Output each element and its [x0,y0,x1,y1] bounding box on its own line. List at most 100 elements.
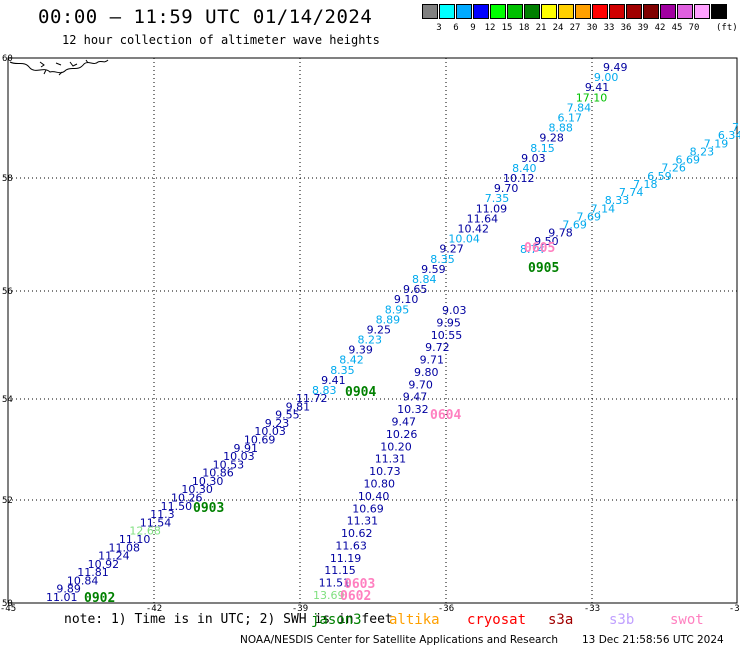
swh-value-label: 9.59 [421,263,446,276]
legend-value: 12 [484,23,496,33]
swh-value-label: 9.23 [265,417,290,430]
swh-value-label: 7.69 [577,210,602,223]
generated-timestamp: 13 Dec 21:58:56 UTC 2024 [582,634,724,646]
swh-value-label: 11.81 [77,566,109,579]
swh-value-label: 11.54 [140,516,172,529]
swh-value-label: 11.50 [161,500,193,513]
legend-unit: (ft) [716,23,738,33]
swh-value-label: 8.95 [385,303,410,316]
swh-value-label: 8.89 [376,313,401,326]
swh-value-label: 11.3 [150,508,175,521]
legend-value: 9 [470,23,476,33]
legend-swatch [524,4,540,19]
swh-value-label: 10.03 [254,425,285,438]
swh-value-label: 10.69 [352,502,384,515]
swh-value-label: 9.41 [321,374,346,387]
swh-value-label: 10.04 [448,233,480,246]
swh-value-label: 9.80 [414,366,439,379]
swh-value-label: 9.41 [585,81,610,94]
swh-value-label: 11.09 [476,202,508,215]
swh-value-label: 6.17 [558,111,583,124]
swh-value-label: 10.03 [223,450,255,463]
swh-value-label: 9.70 [408,378,433,391]
swh-value-label: 9.25 [367,323,392,336]
pass-id-label: 0905 [528,261,559,276]
swh-value-label: 10.26 [171,492,203,505]
swh-value-label: 11.51 [319,577,351,590]
lon-tick-label: -36 [438,604,454,614]
swh-value-label: 9.65 [403,283,428,296]
swh-value-label: 11.63 [335,539,367,552]
chart-title: 00:00 – 11:59 UTC 01/14/2024 [38,6,373,28]
swh-value-label: 9.70 [494,182,519,195]
swh-value-label: 11.08 [109,541,141,554]
satellite-label: swot [670,612,704,628]
lon-tick-label: -45 [0,604,16,614]
swh-value-label: 9.49 [603,61,628,74]
swh-value-label: 7.74 [619,186,644,199]
lon-tick-label: -30 [729,604,740,614]
lat-tick-label: 50 [2,599,13,609]
swh-value-label: 11.72 [296,392,328,405]
swh-value-label: 9.81 [286,400,311,413]
swh-value-label: 11.19 [330,552,362,565]
swh-value-label: 7.26 [661,162,686,175]
lon-tick-label: -39 [292,604,308,614]
swh-value-label: 9.39 [348,344,373,357]
legend-value: 70 [688,23,700,33]
swh-value-label: 9.00 [594,71,619,84]
satellite-label: s3a [548,612,574,628]
swh-value-label: 8.42 [339,354,364,367]
swh-value-label: 9.03 [442,304,467,317]
legend-value: 42 [654,23,666,33]
legend-swatch [694,4,710,19]
swh-value-label: 10.69 [244,433,276,446]
legend-value: 39 [637,23,649,33]
lat-tick-label: 56 [2,287,13,297]
swh-value-label: 10.62 [341,527,373,540]
swh-value-label: 10.40 [358,490,390,503]
pass-id-label: 0603 [344,577,375,592]
legend-value: 30 [586,23,598,33]
pass-id-label: 0903 [193,501,224,516]
legend-value: 36 [620,23,632,33]
coastline [9,59,109,74]
swh-value-label: 9.28 [539,132,564,145]
legend-swatch [456,4,472,19]
pass-id-label: 0902 [84,591,115,606]
swh-value-label: 11.15 [324,564,356,577]
lat-tick-label: 58 [2,174,13,184]
swh-value-label: 9.78 [548,227,573,240]
swh-value-label: 6.69 [675,154,700,167]
swh-value-label: 9.71 [420,354,445,367]
swh-value-label: 11.24 [98,550,130,563]
swh-value-label: 11.64 [467,212,499,225]
swh-value-label: 8.40 [512,162,537,175]
swh-value-label: 6.59 [647,170,672,183]
satellite-label: jason3 [311,612,362,628]
swh-value-label: 13.69 [313,589,345,602]
legend-swatch [541,4,557,19]
swh-value-label: 6.34 [718,129,740,142]
swh-value-label: 12.68 [129,525,161,538]
swh-value-label: 11.10 [119,533,150,546]
swh-value-label: 10.30 [181,483,213,496]
satellite-label: cryosat [467,612,527,628]
chart-subtitle: 12 hour collection of altimeter wave hei… [62,33,380,47]
swh-value-label: 10.86 [202,467,234,480]
legend-swatch [490,4,506,19]
legend-value: 27 [569,23,581,33]
swh-value-label: 10.80 [363,477,395,490]
swh-value-label: 10.12 [503,172,535,185]
swh-value-label: 8.35 [430,253,455,266]
pass-id-label: 0605 [524,241,555,256]
swh-value-label: 8.23 [690,145,715,158]
credit-line: NOAA/NESDIS Center for Satellite Applica… [240,634,558,646]
swh-value-label: 8.88 [548,122,573,135]
swh-value-label: 11.31 [347,515,379,528]
coastline-detail [39,59,89,76]
pass-id-label: 0604 [430,408,461,423]
legend-swatch [711,4,727,19]
legend-value: 15 [501,23,513,33]
